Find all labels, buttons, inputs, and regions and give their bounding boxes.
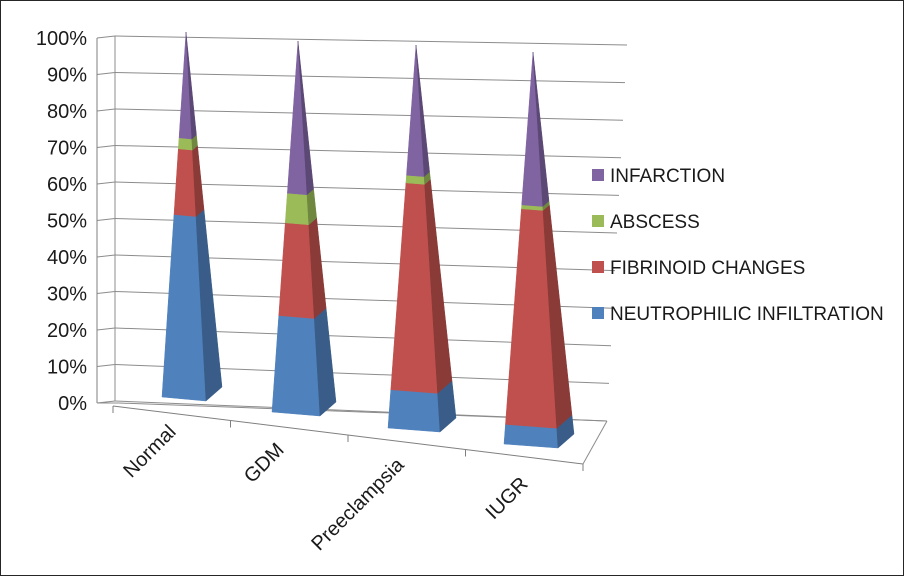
y-axis-tick-labels: 0% 10% 20% 30% 40% 50% 60% 70% 80% 90% 100% [36,28,87,415]
floor-right-edge [582,420,608,465]
gridline-depth [96,35,116,39]
y-tick-label: 60% [47,174,87,196]
x-axis-category-labels: Normal GDM Preeclampsia IUGR [119,421,532,555]
category-label-preeclampsia: Preeclampsia [307,453,409,555]
legend-label: FIBRINOID CHANGES [610,258,805,279]
gridline-depth [96,254,116,258]
legend-item-infarction: INFARCTION [592,166,725,187]
legend: INFARCTION ABSCESS FIBRINOID CHANGES NEUTRO… [592,166,884,325]
y-tick-label: 40% [47,247,87,269]
pyramid-iugr [503,51,575,449]
category-label-gdm: GDM [240,439,289,488]
gridline [114,35,628,46]
pyramid-segment-side-abscess [306,188,317,226]
pyramid-segment-front-abscess [178,137,193,151]
y-tick-label: 70% [47,138,87,160]
y-tick-label: 10% [47,357,87,379]
y-tick-label: 0% [58,393,87,415]
pyramid-segment-front-abscess [284,192,310,226]
gridline-depth [96,364,116,367]
legend-label: ABSCESS [610,212,700,233]
gridline-depth [96,181,116,185]
legend-label: INFARCTION [610,166,725,187]
pyramid-segment-side-infarction [185,31,197,140]
gridline [114,72,626,84]
legend-item-fibrinoid-changes: FIBRINOID CHANGES [592,258,805,279]
y-tick-label: 80% [47,101,87,123]
pyramid-segment-side-infarction [415,44,430,178]
legend-swatch [592,307,604,319]
legend-item-neutrophilic-infiltration: NEUTROPHILIC INFILTRATION [592,304,884,325]
legend-swatch [592,261,604,273]
y-tick-label: 30% [47,284,87,306]
pyramid-segment-side-infarction [297,40,314,196]
gridline-depth [96,291,116,294]
pyramid-gdm [271,40,337,417]
pyramid-segment-front-neutrophilic-infiltration [271,315,321,417]
gridline-depth [96,218,116,221]
pyramid-normal [161,31,223,402]
legend-swatch [592,169,604,181]
pyramid-preeclampsia [387,44,457,433]
y-tick-label: 100% [36,28,87,50]
pyramid-segment-side-infarction [532,51,550,207]
legend-item-abscess: ABSCESS [592,212,700,233]
pyramid-bars [161,31,575,449]
y-tick-label: 20% [47,320,87,342]
pyramid-segment-front-neutrophilic-infiltration [387,389,441,433]
category-label-iugr: IUGR [482,473,533,524]
category-label-normal: Normal [119,421,180,482]
legend-label: NEUTROPHILIC INFILTRATION [610,304,884,325]
gridline-depth [96,108,116,112]
pyramid-segment-front-fibrinoid-changes [278,222,315,319]
y-tick-label: 90% [47,65,87,87]
gridline-depth [96,327,116,331]
gridline-depth [96,72,116,75]
gridline-depth [96,145,116,148]
legend-swatch [592,215,604,227]
y-tick-label: 50% [47,211,87,233]
